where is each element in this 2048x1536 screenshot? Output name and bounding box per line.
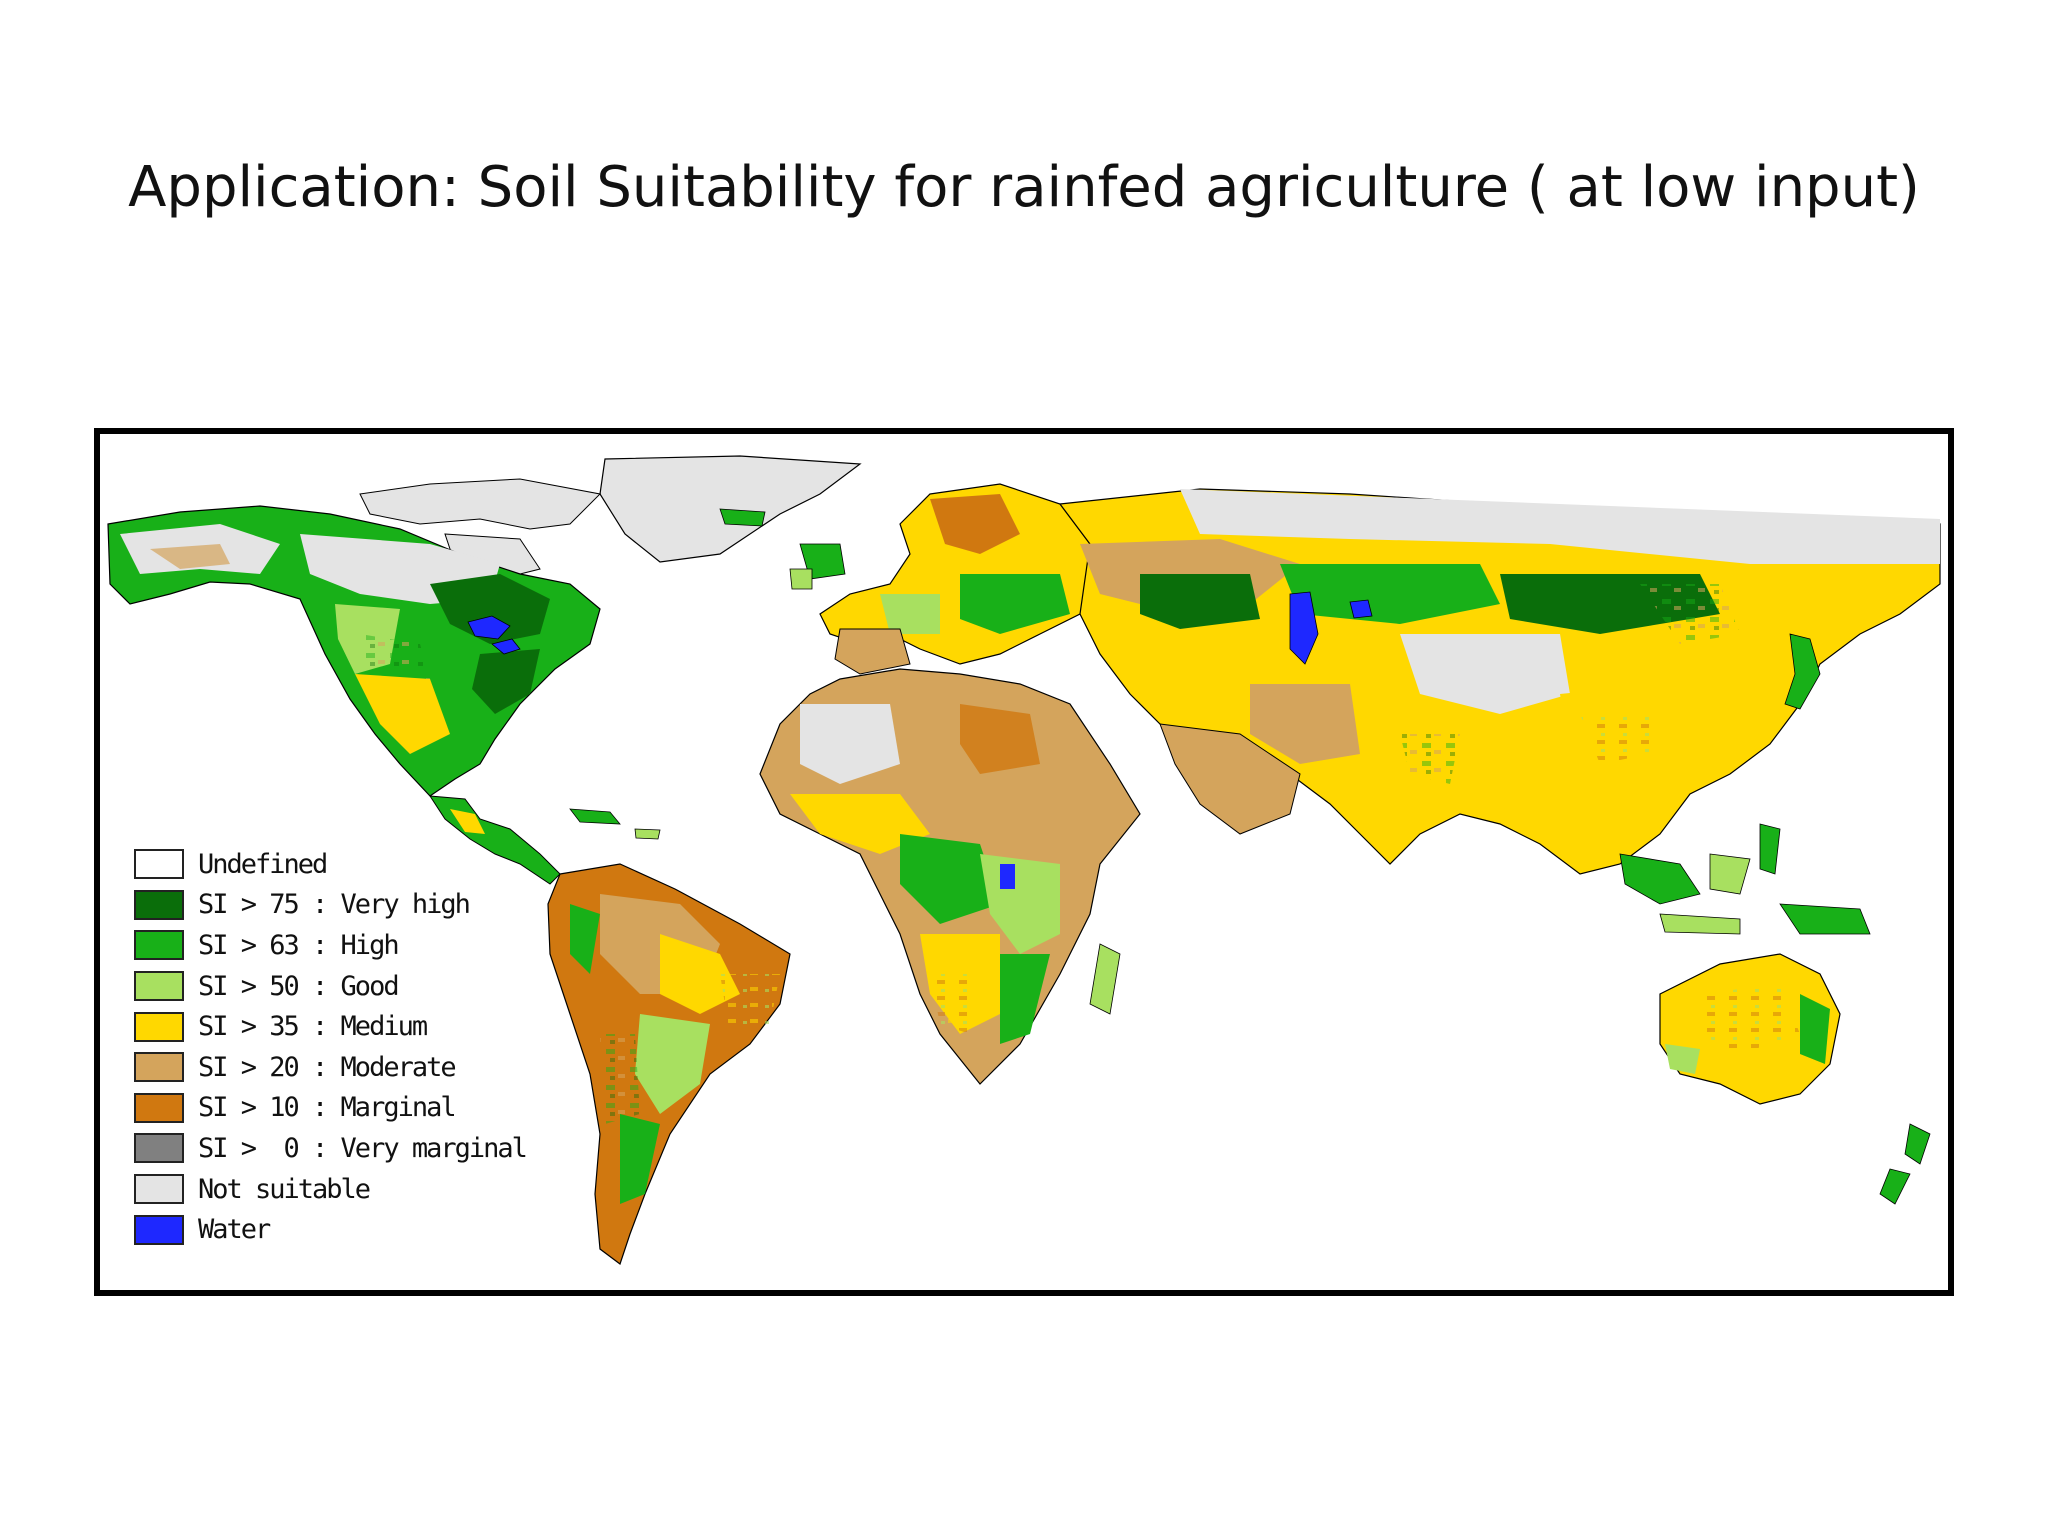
map-legend: Undefined SI > 75 : Very high SI > 63 : … xyxy=(134,844,528,1250)
legend-label: SI > 20 : Moderate xyxy=(198,1051,457,1083)
slide-title: Application: Soil Suitability for rainfe… xyxy=(128,155,1920,220)
legend-item: SI > 35 : Medium xyxy=(134,1006,526,1047)
europe xyxy=(719,483,1101,675)
legend-swatch xyxy=(134,849,184,880)
legend-item: Undefined xyxy=(134,844,526,885)
legend-item: SI > 63 : High xyxy=(134,925,526,966)
legend-swatch xyxy=(134,1214,184,1245)
japan xyxy=(1784,633,1821,710)
asia xyxy=(1058,488,1941,875)
world-map: Undefined SI > 75 : Very high SI > 63 : … xyxy=(94,428,1954,1296)
legend-label: Water xyxy=(198,1214,271,1246)
legend-label: Undefined xyxy=(198,848,328,880)
legend-item: SI > 20 : Moderate xyxy=(134,1047,526,1088)
legend-label: SI > 63 : High xyxy=(198,929,400,961)
legend-swatch xyxy=(134,1052,184,1083)
legend-item: SI > 50 : Good xyxy=(134,966,526,1007)
north-america xyxy=(107,505,601,797)
legend-swatch xyxy=(134,1092,184,1123)
legend-swatch xyxy=(134,930,184,961)
legend-item: SI > 0 : Very marginal xyxy=(134,1128,528,1169)
australia xyxy=(1659,953,1841,1105)
africa xyxy=(759,668,1141,1085)
legend-swatch xyxy=(134,1133,184,1164)
legend-item: Water xyxy=(134,1209,526,1250)
southeast-asia xyxy=(1619,823,1871,935)
legend-item: Not suitable xyxy=(134,1169,526,1210)
south-america xyxy=(547,863,791,1265)
legend-swatch xyxy=(134,1174,184,1205)
legend-swatch xyxy=(134,971,184,1002)
legend-label: SI > 35 : Medium xyxy=(198,1011,428,1043)
legend-swatch xyxy=(134,889,184,920)
world-map-canvas xyxy=(107,455,1941,1265)
legend-item: SI > 10 : Marginal xyxy=(134,1088,526,1129)
legend-swatch xyxy=(134,1011,184,1042)
greenland xyxy=(599,455,862,563)
legend-item: SI > 75 : Very high xyxy=(134,885,526,926)
new-zealand xyxy=(1879,1123,1931,1205)
legend-label: SI > 10 : Marginal xyxy=(198,1092,457,1124)
legend-label: Not suitable xyxy=(198,1173,371,1205)
legend-label: SI > 0 : Very marginal xyxy=(198,1132,528,1164)
legend-label: SI > 75 : Very high xyxy=(198,889,471,921)
central-america xyxy=(429,795,661,885)
legend-label: SI > 50 : Good xyxy=(198,970,400,1002)
